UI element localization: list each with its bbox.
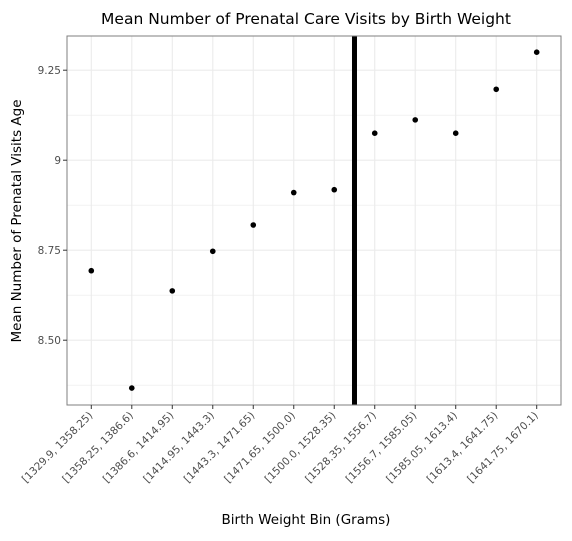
chart-title: Mean Number of Prenatal Care Visits by B… (101, 10, 511, 28)
x-tick-label: [1386.6, 1414.95) (101, 410, 177, 486)
data-point (88, 267, 95, 274)
data-point (371, 130, 378, 136)
y-axis-title: Mean Number of Prenatal Visits Age (9, 100, 25, 343)
data-point (290, 189, 297, 196)
x-tick-label: [1585.05, 1613.4) (384, 410, 460, 486)
axes: 8.50 8.75 9 9.25 [1329.9, 1358.25)[1358.25, … (20, 35, 562, 486)
y-tick-label: 9 (54, 155, 61, 167)
x-tick-label: [1556.7, 1585.05) (344, 410, 420, 486)
data-point (128, 385, 135, 391)
x-tick-label: [1414.95, 1443.3) (141, 410, 217, 486)
gridlines (67, 36, 561, 405)
data-point (493, 86, 500, 93)
data-points (88, 36, 540, 405)
x-tick-label: [1528.35, 1556.7) (303, 410, 379, 486)
data-point (452, 130, 459, 136)
y-tick-label: 8.75 (38, 245, 61, 257)
data-point (209, 248, 216, 255)
y-tick-label: 9.25 (38, 65, 61, 77)
data-point (331, 186, 338, 193)
x-tick-label: [1358.25, 1386.6) (60, 410, 136, 486)
x-axis-title: Birth Weight Bin (Grams) (222, 512, 391, 528)
panel-border (66, 35, 562, 406)
x-tick-label: [1471.65, 1500.0) (222, 410, 298, 486)
x-tick-label: [1613.4, 1641.75) (425, 410, 501, 486)
x-tick-label: [1443.3, 1471.65) (182, 410, 258, 486)
x-tick-label: [1641.75, 1670.1) (465, 410, 541, 486)
data-point (169, 288, 176, 294)
x-tick-label: [1500.0, 1528.35) (263, 410, 339, 486)
x-tick-label: [1329.9, 1358.25) (20, 410, 96, 486)
data-point (250, 222, 257, 228)
data-point (412, 117, 419, 123)
y-tick-label: 8.50 (38, 335, 61, 347)
data-point (533, 49, 540, 55)
